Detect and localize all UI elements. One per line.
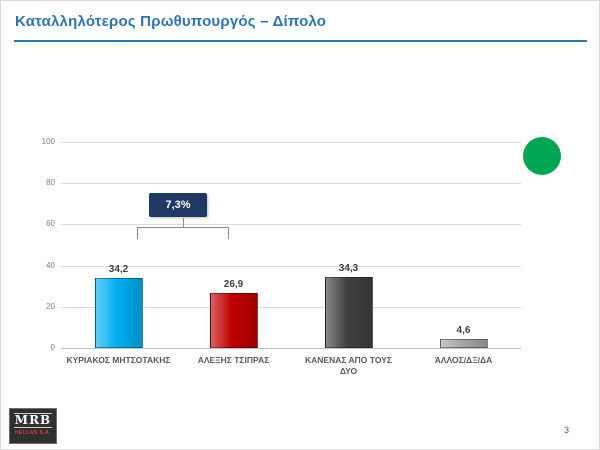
page-number: 3 bbox=[563, 425, 569, 435]
gridline bbox=[61, 306, 521, 308]
y-axis-tick-label: 80 bbox=[46, 178, 55, 188]
gridline bbox=[61, 142, 521, 143]
mrb-logo: MRB HELLAS S.A. bbox=[9, 408, 57, 444]
logo-subtitle: HELLAS S.A. bbox=[14, 430, 52, 436]
y-axis-tick-label: 0 bbox=[50, 343, 55, 352]
x-axis-category-label: ΚΑΝΕΝΑΣ ΑΠΟ ΤΟΥΣ ΔΥΟ bbox=[305, 355, 392, 377]
bar-chart-plot-area: 0 20 40 60 80 100 34,2 ΚΥΡΙΑΚΟΣ ΜΗΤΣΟΤΑΚΗΣ 26,9 Α… bbox=[42, 137, 521, 376]
gridline bbox=[61, 265, 521, 267]
bar-value-label: 34,3 bbox=[338, 263, 359, 274]
bar bbox=[94, 278, 143, 348]
bar bbox=[324, 277, 373, 348]
y-axis-tick-label: 60 bbox=[46, 219, 55, 229]
gridline bbox=[61, 348, 521, 349]
difference-annotation: 7,3% bbox=[149, 193, 207, 217]
green-circle-icon bbox=[523, 137, 561, 175]
bar-value-label: 34,2 bbox=[108, 264, 129, 275]
y-axis-tick-label: 100 bbox=[41, 137, 55, 146]
gridline bbox=[61, 183, 521, 185]
x-axis-category-label: ΑΛΕΞΗΣ ΤΣΙΠΡΑΣ bbox=[197, 355, 270, 365]
bar bbox=[209, 293, 258, 348]
title-divider bbox=[14, 40, 587, 42]
bracket-stem bbox=[183, 218, 184, 228]
bar-value-label: 26,9 bbox=[223, 279, 244, 290]
gridline bbox=[61, 224, 521, 226]
y-axis-tick-label: 20 bbox=[46, 301, 55, 311]
x-axis-category-label: ΚΥΡΙΑΚΟΣ ΜΗΤΣΟΤΑΚΗΣ bbox=[66, 355, 171, 365]
logo-text: MRB bbox=[14, 413, 52, 428]
bracket-shape bbox=[137, 218, 229, 239]
y-axis-tick-label: 40 bbox=[46, 260, 55, 270]
x-axis-category-label: ΆΛΛΟΣ/ΔΞ/ΔΑ bbox=[434, 355, 493, 365]
bar-value-label: 4,6 bbox=[456, 325, 471, 336]
page-title: Καταλληλότερος Πρωθυπουργός – Δίπολο bbox=[15, 13, 327, 30]
bar bbox=[439, 339, 488, 348]
